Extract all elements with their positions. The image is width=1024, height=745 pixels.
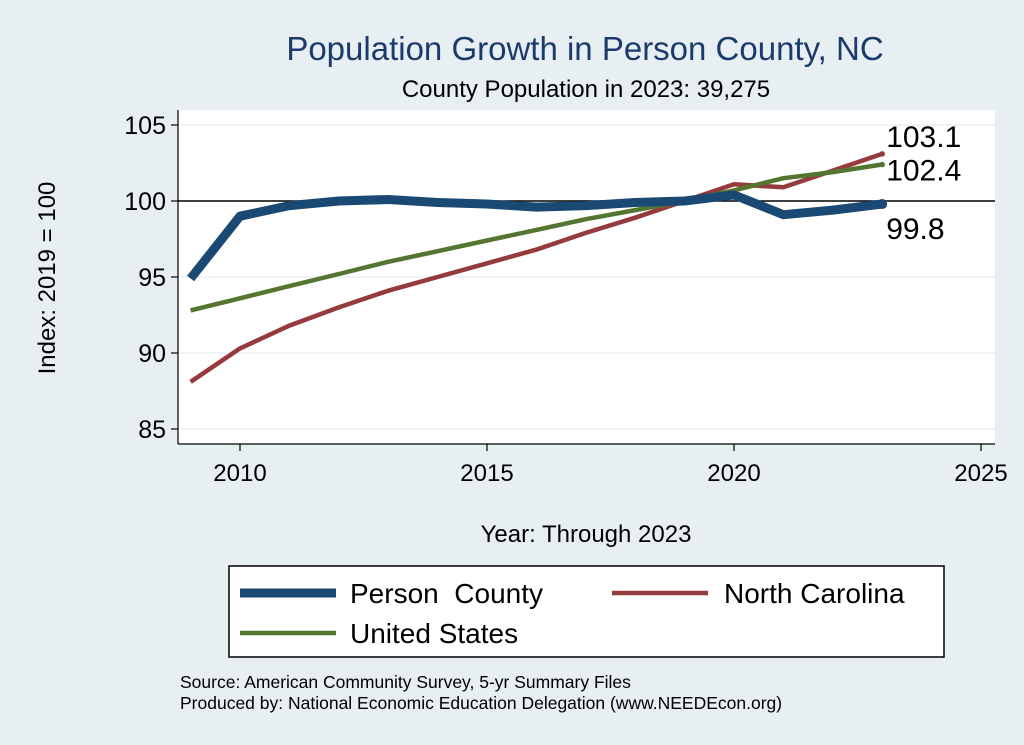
legend-box xyxy=(228,565,945,658)
axes: 85 90 95 100 105 2010 2015 2020 2025 xyxy=(124,110,1008,487)
producer-note: Produced by: National Economic Education… xyxy=(180,693,782,713)
y-tick-label-95: 95 xyxy=(138,264,166,292)
x-tick-label-2015: 2015 xyxy=(460,460,513,487)
x-axis-title: Year: Through 2023 xyxy=(481,521,692,548)
y-tick-label-90: 90 xyxy=(138,340,166,368)
series-line-united-states xyxy=(190,162,883,313)
end-label-north-carolina: 103.1 xyxy=(886,121,961,154)
series-line-person-county xyxy=(187,190,883,282)
y-axis-title: Index: 2019 = 100 xyxy=(34,182,61,375)
chart-title: Population Growth in Person County, NC xyxy=(286,30,883,67)
x-tick-label-2020: 2020 xyxy=(707,460,760,487)
legend-label-united-states: United States xyxy=(350,618,518,649)
legend-label-north-carolina: North Carolina xyxy=(724,578,905,609)
end-label-united-states: 102.4 xyxy=(886,155,961,188)
y-tick-label-100: 100 xyxy=(124,188,166,216)
series-line-north-carolina xyxy=(189,151,883,384)
source-note: Source: American Community Survey, 5-yr … xyxy=(180,672,631,692)
gridlines xyxy=(178,124,995,430)
end-point-north-carolina xyxy=(879,151,885,157)
x-tick-label-2010: 2010 xyxy=(213,460,266,487)
x-tick-label-2025: 2025 xyxy=(954,460,1007,487)
end-label-person-county: 99.8 xyxy=(886,213,944,246)
y-tick-label-85: 85 xyxy=(138,416,166,444)
chart-subtitle: County Population in 2023: 39,275 xyxy=(402,76,770,103)
end-point-person-county xyxy=(877,199,888,210)
end-point-united-states xyxy=(879,161,885,168)
legend: Person County North Carolina United States xyxy=(240,578,905,649)
series-lines xyxy=(187,151,888,384)
y-tick-label-105: 105 xyxy=(124,112,166,140)
legend-label-person-county: Person County xyxy=(350,578,543,609)
